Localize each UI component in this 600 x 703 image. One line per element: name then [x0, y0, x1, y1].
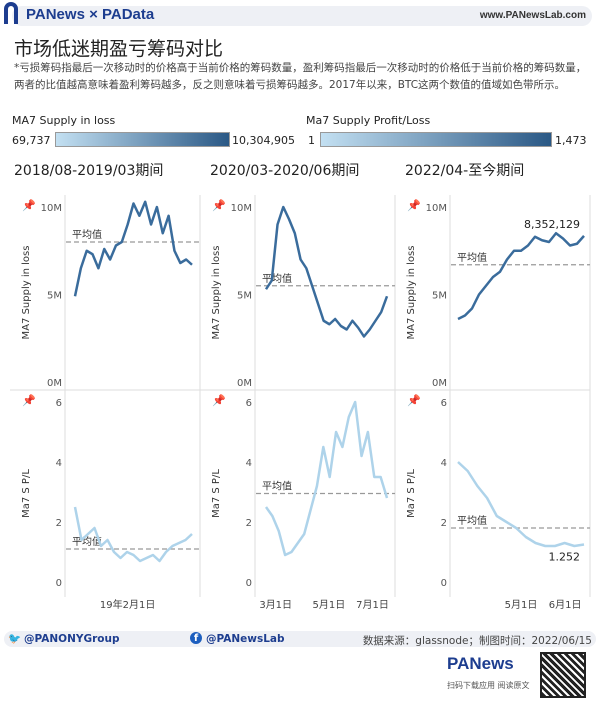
end-value-label: 1.252: [549, 551, 581, 564]
y-axis-label: Ma7 S P/L: [211, 469, 222, 518]
legend-min-loss: 69,737: [12, 134, 51, 147]
y-tick-label: 10M: [231, 203, 252, 214]
pin-icon: 📌: [22, 393, 36, 407]
y-tick-label: 2: [441, 518, 447, 529]
series-line: [264, 400, 389, 557]
y-tick-label: 0M: [237, 378, 252, 389]
average-label: 平均值: [262, 272, 292, 285]
y-axis-label: MA7 Supply in loss: [406, 246, 417, 340]
average-label: 平均值: [457, 514, 487, 527]
series-line: [73, 200, 193, 297]
pin-icon: 📌: [212, 393, 226, 407]
y-axis-label: Ma7 S P/L: [21, 469, 32, 518]
y-tick-label: 0M: [432, 378, 447, 389]
brand-logo: PANews × PAData: [26, 6, 155, 23]
y-tick-label: 6: [441, 398, 447, 409]
legend-title-pl: Ma7 Supply Profit/Loss: [306, 114, 431, 127]
y-tick-label: 0: [56, 578, 62, 589]
pin-icon: 📌: [407, 393, 421, 407]
y-tick-label: 0: [441, 578, 447, 589]
logo-icon: [4, 2, 18, 24]
y-tick-label: 0M: [47, 378, 62, 389]
legend-gradient-loss: [55, 132, 230, 147]
header-bar: [12, 6, 592, 26]
qr-caption: 扫码下载应用 阅读原文: [447, 681, 530, 690]
x-tick-label: 5月1日: [313, 599, 346, 611]
data-source: 数据来源：glassnode；制图时间：2022/06/15: [362, 635, 592, 647]
average-label: 平均值: [262, 480, 292, 493]
y-tick-label: 6: [56, 398, 62, 409]
y-tick-label: 2: [56, 518, 62, 529]
end-value-label: 8,352,129: [524, 218, 580, 231]
panel-title-2018: 2018/08-2019/03期间: [14, 163, 164, 179]
y-tick-label: 4: [246, 458, 252, 469]
pin-icon: 📌: [22, 198, 36, 212]
pin-icon: 📌: [407, 198, 421, 212]
series-line: [73, 506, 193, 563]
y-axis-label: MA7 Supply in loss: [211, 246, 222, 340]
y-tick-label: 10M: [426, 203, 447, 214]
facebook-icon: f: [190, 632, 202, 644]
y-tick-label: 4: [441, 458, 447, 469]
legend-title-loss: MA7 Supply in loss: [12, 114, 116, 127]
y-tick-label: 10M: [41, 203, 62, 214]
pin-icon: 📌: [212, 198, 226, 212]
average-label: 平均值: [457, 251, 487, 264]
y-tick-label: 5M: [237, 291, 252, 302]
x-tick-label: 3月1日: [259, 599, 292, 611]
x-tick-label: 19年2月1日: [100, 598, 155, 611]
y-tick-label: 4: [56, 458, 62, 469]
legend-max-loss: 10,304,905: [232, 134, 295, 147]
y-tick-label: 6: [246, 398, 252, 409]
legend-gradient-pl: [320, 132, 552, 147]
series-line: [457, 232, 585, 321]
legend-min-pl: 1: [308, 134, 315, 147]
x-tick-label: 6月1日: [549, 599, 582, 611]
x-tick-label: 7月1日: [356, 599, 389, 611]
description: *亏损筹码指最后一次移动时的价格高于当前价格的筹码数量，盈利筹码指最后一次移动时…: [14, 62, 587, 91]
y-axis-label: Ma7 S P/L: [406, 469, 417, 518]
twitter-handle[interactable]: @PANONYGroup: [24, 633, 120, 645]
twitter-icon: 🐦: [8, 633, 22, 645]
y-tick-label: 5M: [432, 291, 447, 302]
y-tick-label: 5M: [47, 291, 62, 302]
site-url[interactable]: www.PANewsLab.com: [479, 10, 586, 21]
y-tick-label: 0: [246, 578, 252, 589]
y-axis-label: MA7 Supply in loss: [21, 246, 32, 340]
facebook-handle[interactable]: @PANewsLab: [206, 633, 285, 645]
panel-title-2020: 2020/03-2020/06期间: [210, 163, 360, 179]
footer-bar: 🐦 @PANONYGroup f @PANewsLab 数据来源：glassno…: [4, 631, 596, 647]
series-line: [457, 461, 585, 548]
legend-max-pl: 1,473: [555, 134, 587, 147]
x-tick-label: 5月1日: [505, 599, 538, 611]
panel-title-2022: 2022/04-至今期间: [405, 163, 525, 179]
y-tick-label: 2: [246, 518, 252, 529]
footer-logo: PANews: [447, 654, 514, 673]
qr-code[interactable]: [540, 652, 586, 698]
series-line: [264, 205, 389, 338]
average-label: 平均值: [72, 228, 102, 241]
page-title: 市场低迷期盈亏筹码对比: [14, 38, 224, 60]
average-label: 平均值: [72, 535, 102, 548]
